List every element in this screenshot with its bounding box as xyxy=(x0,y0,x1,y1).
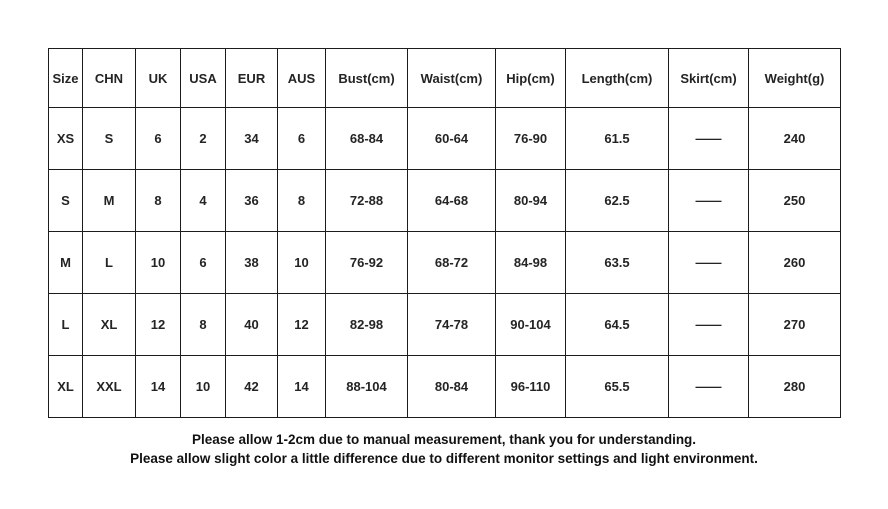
table-cell: M xyxy=(82,169,136,232)
table-cell: 68-72 xyxy=(407,231,496,294)
table-cell: 6 xyxy=(180,231,226,294)
table-cell: 76-92 xyxy=(325,231,408,294)
table-cell: 280 xyxy=(748,355,841,418)
column-header: Hip(cm) xyxy=(495,48,566,108)
column-header: Size xyxy=(48,48,83,108)
table-cell: —— xyxy=(668,231,749,294)
table-cell: L xyxy=(82,231,136,294)
footer-notes: Please allow 1-2cm due to manual measure… xyxy=(0,431,888,468)
table-row: XS S 6 2 34 6 68-84 60-64 76-90 61.5 —— 240 xyxy=(48,107,841,170)
table-cell: 76-90 xyxy=(495,107,566,170)
table-cell: 14 xyxy=(277,355,326,418)
table-cell: 8 xyxy=(135,169,181,232)
column-header: AUS xyxy=(277,48,326,108)
size-chart-table: Size CHN UK USA EUR AUS Bust(cm) Waist(cm) Hip(c… xyxy=(48,48,841,418)
table-row: L XL 12 8 40 12 82-98 74-78 90-104 64.5 —— 270 xyxy=(48,293,841,356)
table-cell: M xyxy=(48,231,83,294)
column-header: Length(cm) xyxy=(565,48,669,108)
table-cell: 64.5 xyxy=(565,293,669,356)
table-cell: 68-84 xyxy=(325,107,408,170)
column-header: Bust(cm) xyxy=(325,48,408,108)
column-header: Weight(g) xyxy=(748,48,841,108)
table-cell: 260 xyxy=(748,231,841,294)
table-cell: 10 xyxy=(180,355,226,418)
table-header-row: Size CHN UK USA EUR AUS Bust(cm) Waist(cm) Hip(c… xyxy=(48,48,841,108)
table-cell: —— xyxy=(668,293,749,356)
column-header: EUR xyxy=(225,48,278,108)
table-cell: 2 xyxy=(180,107,226,170)
table-row: S M 8 4 36 8 72-88 64-68 80-94 62.5 —— 250 xyxy=(48,169,841,232)
color-difference-note: Please allow slight color a little diffe… xyxy=(130,450,758,466)
table-cell: XL xyxy=(48,355,83,418)
table-cell: —— xyxy=(668,107,749,170)
table-cell: 74-78 xyxy=(407,293,496,356)
table-cell: 14 xyxy=(135,355,181,418)
table-cell: 60-64 xyxy=(407,107,496,170)
table-cell: 80-84 xyxy=(407,355,496,418)
table-cell: 64-68 xyxy=(407,169,496,232)
table-cell: 6 xyxy=(135,107,181,170)
table-cell: 240 xyxy=(748,107,841,170)
table-cell: 4 xyxy=(180,169,226,232)
column-header: Waist(cm) xyxy=(407,48,496,108)
table-cell: S xyxy=(82,107,136,170)
table-cell: L xyxy=(48,293,83,356)
table-cell: 88-104 xyxy=(325,355,408,418)
table-cell: 84-98 xyxy=(495,231,566,294)
table-cell: XS xyxy=(48,107,83,170)
table-cell: XXL xyxy=(82,355,136,418)
column-header: UK xyxy=(135,48,181,108)
table-cell: 34 xyxy=(225,107,278,170)
table-cell: 6 xyxy=(277,107,326,170)
table-cell: 80-94 xyxy=(495,169,566,232)
table-cell: 250 xyxy=(748,169,841,232)
table-cell: 42 xyxy=(225,355,278,418)
table-cell: 62.5 xyxy=(565,169,669,232)
table-cell: 10 xyxy=(277,231,326,294)
table-cell: 63.5 xyxy=(565,231,669,294)
table-row: XL XXL 14 10 42 14 88-104 80-84 96-110 65.5 —— 280 xyxy=(48,355,841,418)
table-cell: 36 xyxy=(225,169,278,232)
table-cell: 10 xyxy=(135,231,181,294)
table-cell: S xyxy=(48,169,83,232)
table-cell: 65.5 xyxy=(565,355,669,418)
table-row: M L 10 6 38 10 76-92 68-72 84-98 63.5 —— 260 xyxy=(48,231,841,294)
measurement-note: Please allow 1-2cm due to manual measure… xyxy=(191,432,697,447)
table-cell: 12 xyxy=(135,293,181,356)
table-cell: —— xyxy=(668,355,749,418)
table-cell: 40 xyxy=(225,293,278,356)
column-header: USA xyxy=(180,48,226,108)
table-cell: 90-104 xyxy=(495,293,566,356)
column-header: Skirt(cm) xyxy=(668,48,749,108)
table-cell: 82-98 xyxy=(325,293,408,356)
column-header: CHN xyxy=(82,48,136,108)
table-cell: 270 xyxy=(748,293,841,356)
table-cell: 72-88 xyxy=(325,169,408,232)
table-cell: 38 xyxy=(225,231,278,294)
table-cell: —— xyxy=(668,169,749,232)
table-cell: 96-110 xyxy=(495,355,566,418)
table-cell: XL xyxy=(82,293,136,356)
table-cell: 8 xyxy=(277,169,326,232)
table-cell: 8 xyxy=(180,293,226,356)
table-cell: 61.5 xyxy=(565,107,669,170)
table-cell: 12 xyxy=(277,293,326,356)
